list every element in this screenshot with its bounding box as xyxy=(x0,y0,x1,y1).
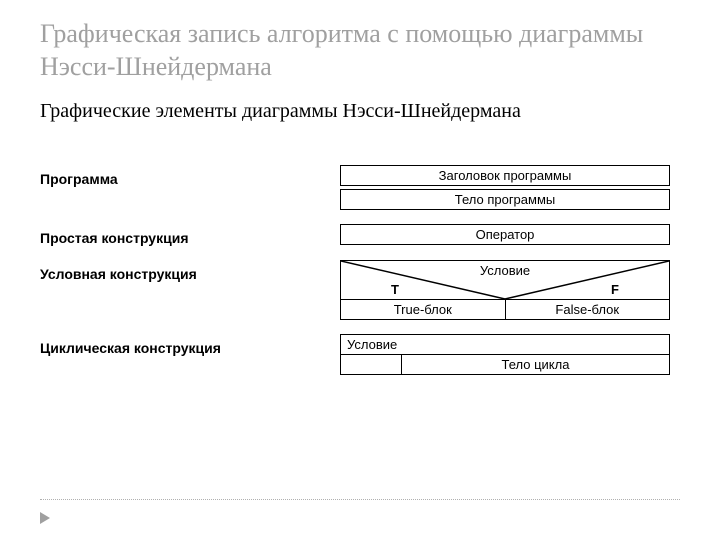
condition-container: Условие T F True-блок False-блок xyxy=(340,260,670,320)
condition-blocks: True-блок False-блок xyxy=(341,299,669,319)
loop-indent xyxy=(341,354,401,374)
footer-divider xyxy=(40,499,680,500)
loop-condition: Условие xyxy=(341,335,669,354)
label-program: Программа xyxy=(40,165,340,187)
shape-simple: Оператор xyxy=(340,224,670,245)
true-block: True-блок xyxy=(341,300,506,319)
condition-text: Условие xyxy=(341,263,669,278)
row-conditional: Условная конструкция Условие T F True-бл… xyxy=(40,260,680,320)
row-program: Программа Заголовок программы Тело прогр… xyxy=(40,165,680,210)
row-simple: Простая конструкция Оператор xyxy=(40,224,680,246)
program-header-box: Заголовок программы xyxy=(340,165,670,186)
shape-conditional: Условие T F True-блок False-блок xyxy=(340,260,670,320)
false-block: False-блок xyxy=(506,300,670,319)
operator-box: Оператор xyxy=(340,224,670,245)
condition-f-label: F xyxy=(611,282,619,297)
condition-t-label: T xyxy=(391,282,399,297)
label-conditional: Условная конструкция xyxy=(40,260,340,282)
row-loop: Циклическая конструкция Условие Тело цик… xyxy=(40,334,680,375)
label-simple: Простая конструкция xyxy=(40,224,340,246)
page-title: Графическая запись алгоритма с помощью д… xyxy=(40,18,680,83)
loop-body-row: Тело цикла xyxy=(341,354,669,374)
nassi-shneiderman-elements: Программа Заголовок программы Тело прогр… xyxy=(40,165,680,389)
condition-triangle-area: Условие T F xyxy=(341,261,669,299)
label-loop: Циклическая конструкция xyxy=(40,334,340,356)
shape-program: Заголовок программы Тело программы xyxy=(340,165,670,210)
program-body-box: Тело программы xyxy=(340,189,670,210)
footer-arrow-icon xyxy=(40,512,50,524)
shape-loop: Условие Тело цикла xyxy=(340,334,670,375)
loop-body: Тело цикла xyxy=(401,354,669,374)
loop-container: Условие Тело цикла xyxy=(340,334,670,375)
page-subtitle: Графические элементы диаграммы Нэсси-Шне… xyxy=(40,100,680,123)
